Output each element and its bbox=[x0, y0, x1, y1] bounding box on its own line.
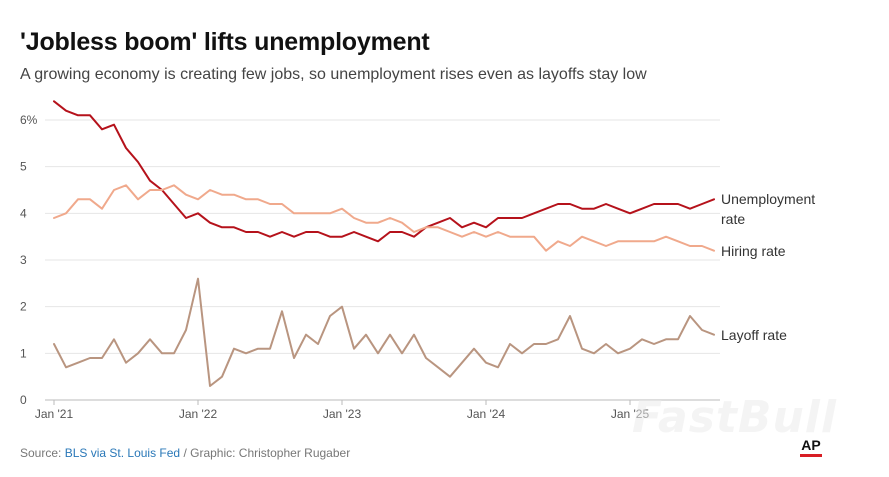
x-tick-label: Jan '22 bbox=[179, 407, 218, 421]
y-tick-label: 2 bbox=[20, 300, 27, 314]
y-tick-label: 6% bbox=[20, 113, 38, 127]
series-label: Hiring rate bbox=[721, 243, 786, 259]
series-lines bbox=[53, 100, 715, 387]
x-tick-label: Jan '25 bbox=[611, 407, 650, 421]
source-prefix: Source: bbox=[20, 446, 65, 460]
x-tick-label: Jan '21 bbox=[35, 407, 74, 421]
watermark: FastBull bbox=[632, 392, 837, 443]
series-label: rate bbox=[721, 211, 745, 227]
x-tick-label: Jan '23 bbox=[323, 407, 362, 421]
x-tick-label: Jan '24 bbox=[467, 407, 506, 421]
source-line: Source: BLS via St. Louis Fed / Graphic:… bbox=[20, 446, 350, 460]
y-tick-label: 0 bbox=[20, 393, 27, 407]
y-tick-label: 5 bbox=[20, 160, 27, 174]
series-labels: Unemployment rate Hiring rate Layoff rate bbox=[721, 191, 815, 343]
y-tick-label: 4 bbox=[20, 206, 27, 220]
x-axis-ticks: Jan '21 Jan '22 Jan '23 Jan '24 Jan '25 bbox=[35, 400, 650, 421]
series-line-hiring-rate bbox=[53, 184, 715, 252]
y-axis-ticks: 0 1 2 3 4 5 6% bbox=[20, 113, 38, 407]
source-suffix: / Graphic: Christopher Rugaber bbox=[180, 446, 351, 460]
y-tick-label: 1 bbox=[20, 346, 27, 360]
y-tick-label: 3 bbox=[20, 253, 27, 267]
series-line-unemployment-rate bbox=[53, 100, 715, 243]
chart-title: 'Jobless boom' lifts unemployment bbox=[20, 28, 430, 56]
ap-logo: AP bbox=[800, 437, 822, 457]
source-link[interactable]: BLS via St. Louis Fed bbox=[64, 446, 181, 460]
grid-lines bbox=[45, 119, 720, 401]
ap-logo-text: AP bbox=[801, 437, 821, 453]
series-label: Unemployment bbox=[721, 191, 815, 207]
ap-logo-bar bbox=[800, 454, 822, 457]
series-label: Layoff rate bbox=[721, 327, 787, 343]
series-line-layoff-rate bbox=[53, 277, 715, 387]
chart-subtitle: A growing economy is creating few jobs, … bbox=[20, 66, 647, 83]
